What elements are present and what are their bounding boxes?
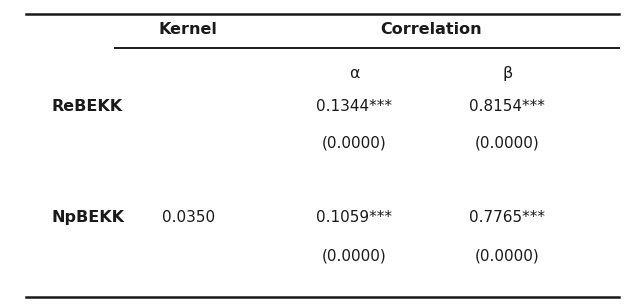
Text: NpBEKK: NpBEKK xyxy=(51,210,124,225)
Text: 0.1344***: 0.1344*** xyxy=(316,99,392,114)
Text: β: β xyxy=(502,67,512,81)
Text: 0.8154***: 0.8154*** xyxy=(470,99,545,114)
Text: 0.0350: 0.0350 xyxy=(161,210,215,225)
Text: 0.7765***: 0.7765*** xyxy=(469,210,545,225)
Text: (0.0000): (0.0000) xyxy=(475,248,540,263)
Text: Kernel: Kernel xyxy=(159,22,218,37)
Text: Correlation: Correlation xyxy=(380,22,482,37)
Text: 0.1059***: 0.1059*** xyxy=(316,210,392,225)
Text: ReBEKK: ReBEKK xyxy=(51,99,122,114)
Text: α: α xyxy=(349,67,359,81)
Text: (0.0000): (0.0000) xyxy=(322,248,387,263)
Text: (0.0000): (0.0000) xyxy=(475,136,540,151)
Text: (0.0000): (0.0000) xyxy=(322,136,387,151)
